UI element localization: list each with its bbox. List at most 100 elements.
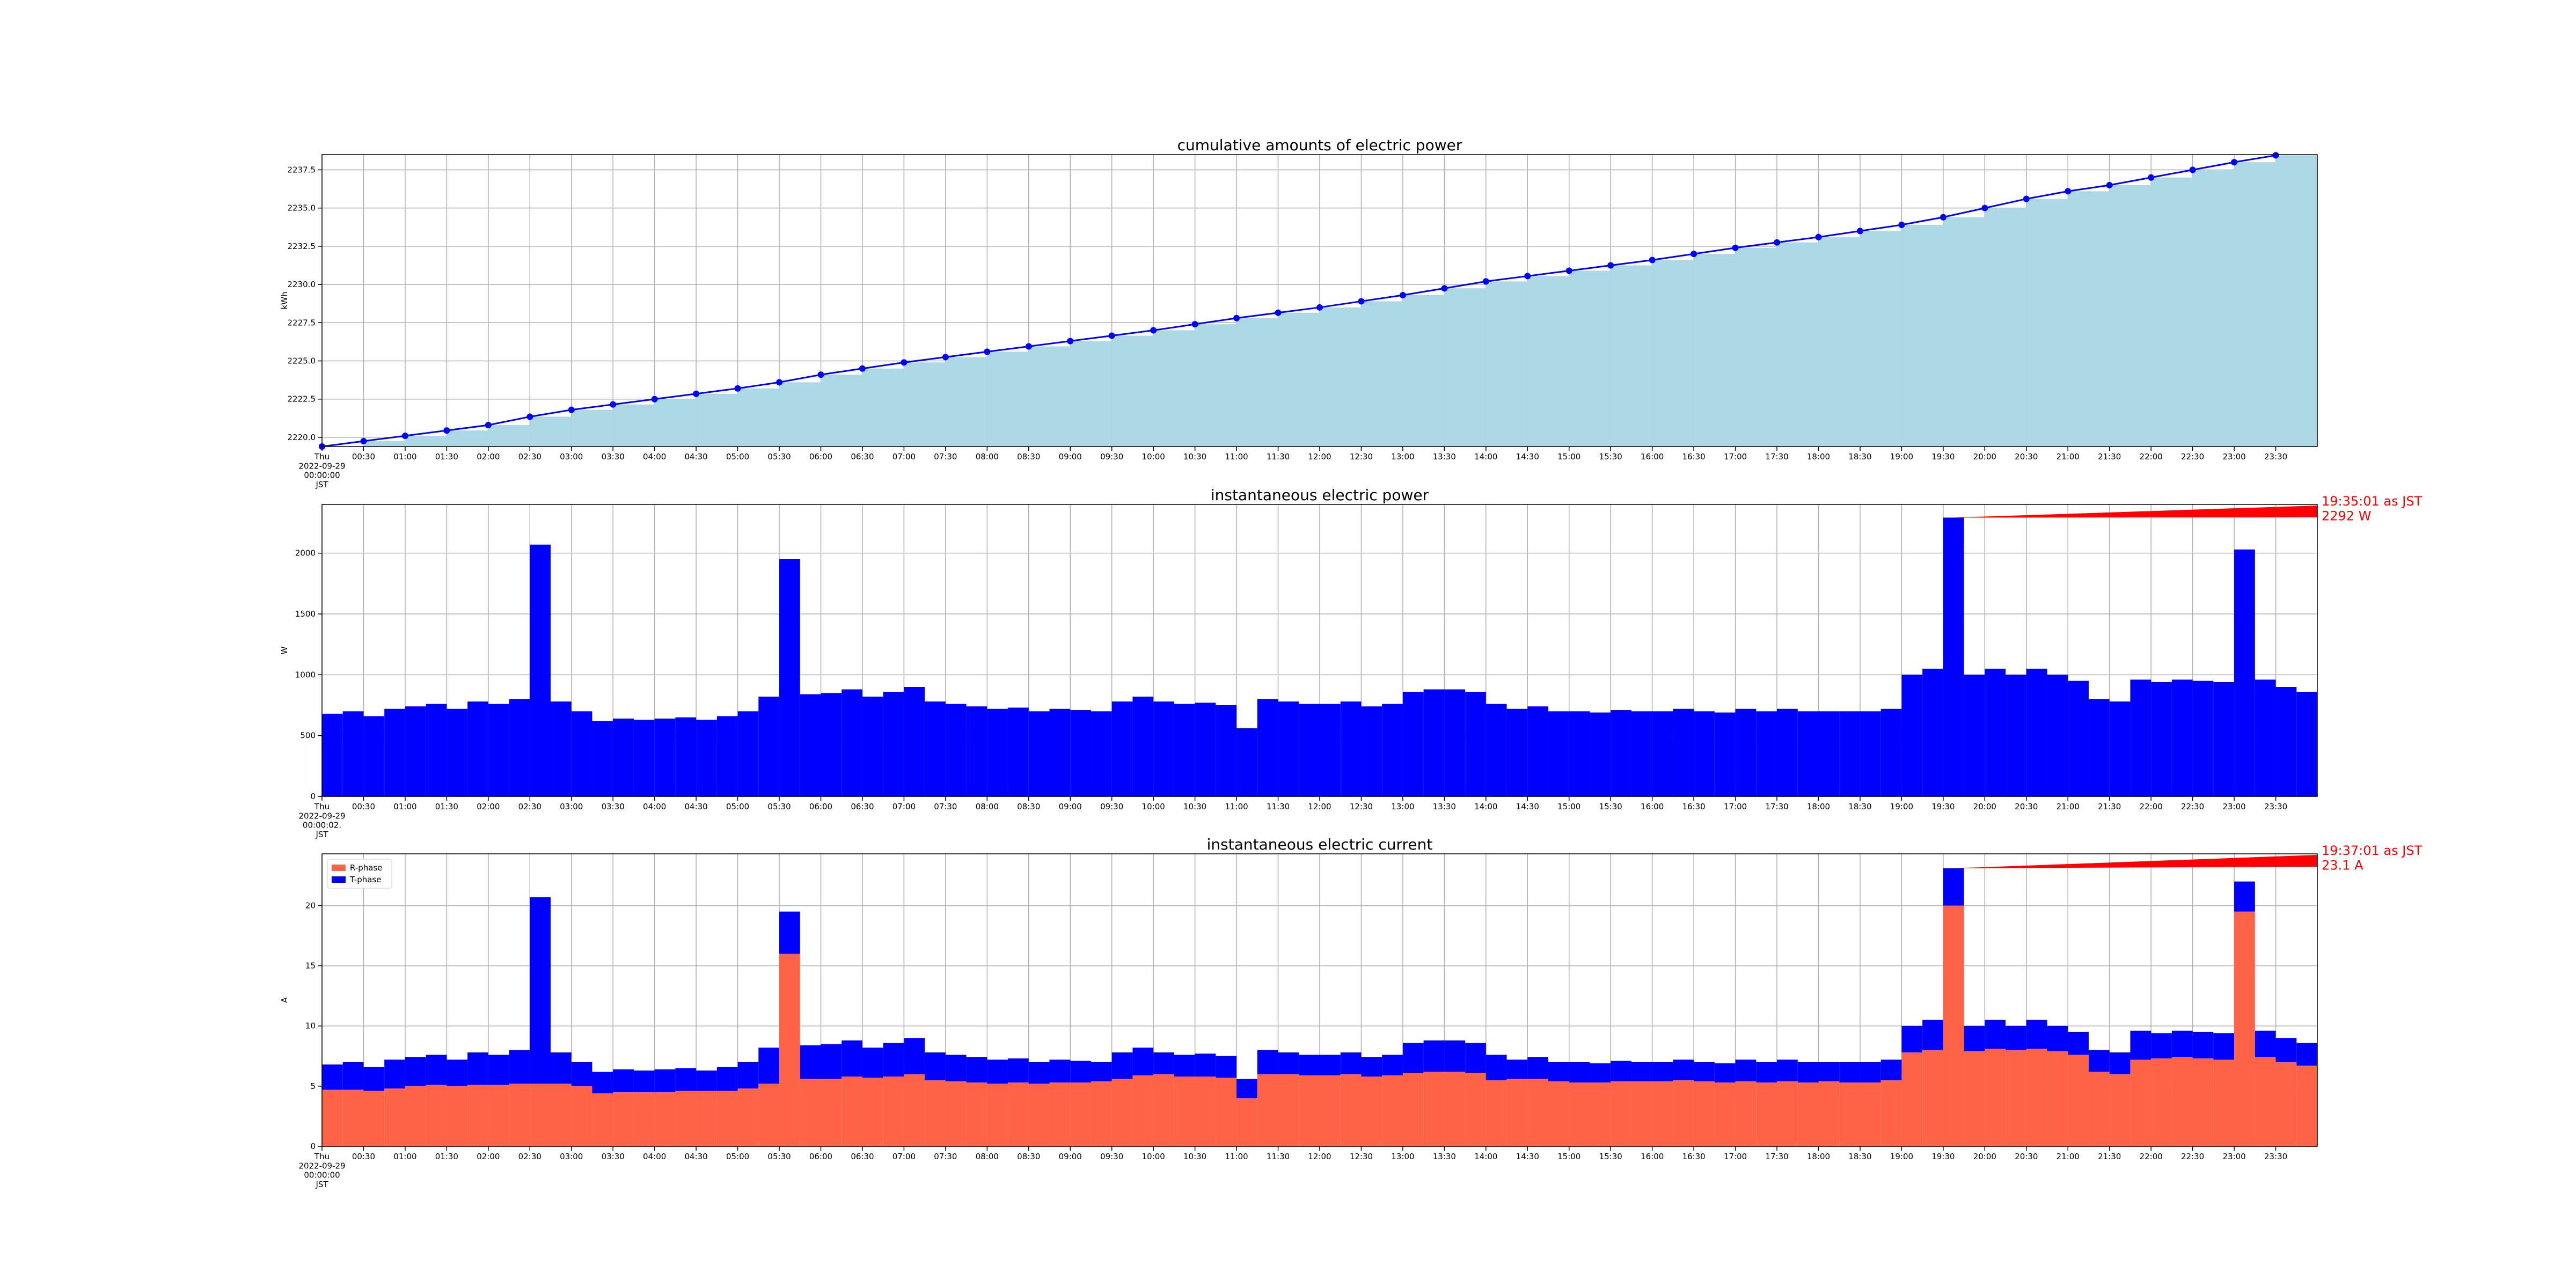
- marker: [734, 385, 741, 392]
- x-tick-label: 05:30: [767, 1152, 791, 1161]
- bar: [447, 708, 468, 796]
- bar-segment: [1777, 1059, 1798, 1081]
- bar: [1548, 711, 1569, 796]
- bar: [1818, 711, 1840, 796]
- x-tick-label: 04:30: [685, 452, 708, 462]
- y-tick-label: 20: [305, 901, 316, 910]
- area-step: [1901, 225, 1943, 447]
- bar-segment: [322, 1064, 343, 1090]
- bar-segment: [551, 1052, 572, 1084]
- bar-segment: [571, 1062, 592, 1086]
- legend: R-phase T-phase: [327, 859, 392, 889]
- subplot: 0 5 10 15 20 Thu 2022-09-29 00:00:00 JST 00:30 01:…: [280, 836, 2423, 1189]
- marker: [2231, 159, 2238, 166]
- bar-segment: [633, 1070, 655, 1093]
- bar: [1880, 708, 1902, 796]
- bar: [1631, 711, 1652, 796]
- x-tick-label: 01:30: [435, 452, 458, 462]
- bar-segment: [322, 1089, 343, 1146]
- marker: [1815, 233, 1822, 240]
- area-step: [1694, 254, 1736, 447]
- bar-segment: [1236, 1079, 1257, 1099]
- bar-segment: [1985, 1020, 2006, 1049]
- bar-segment: [1673, 1080, 1694, 1146]
- bar: [987, 708, 1008, 796]
- bar: [945, 704, 967, 796]
- bar-segment: [384, 1088, 405, 1146]
- marker: [1732, 244, 1739, 251]
- bar-segment: [1216, 1078, 1237, 1146]
- x-tick-label: 21:00: [2057, 802, 2080, 811]
- area-step: [987, 352, 1029, 447]
- y-tick-label: 2232.5: [288, 241, 316, 251]
- x-tick-label: 03:30: [602, 1152, 625, 1161]
- x-tick-label: 23:00: [2222, 802, 2245, 811]
- marks: [319, 152, 2317, 450]
- bar-segment: [467, 1085, 488, 1146]
- x-tick-label: 13:30: [1433, 802, 1456, 811]
- y-tick-label: 2230.0: [288, 280, 316, 289]
- bar: [1922, 669, 1943, 796]
- area-step: [1735, 247, 1777, 447]
- marker: [651, 396, 658, 402]
- area-step: [1236, 318, 1278, 447]
- bar: [2130, 679, 2151, 796]
- marker: [1482, 278, 1489, 285]
- area-step: [530, 416, 572, 447]
- bar-segment: [987, 1059, 1008, 1084]
- bar-segment: [1694, 1062, 1715, 1081]
- marks: [322, 868, 2317, 1146]
- marker: [2106, 181, 2113, 188]
- y-tick-label: 10: [305, 1021, 316, 1031]
- x-tick-label: 01:00: [393, 452, 416, 462]
- x-tick-label: 05:00: [726, 452, 749, 462]
- bar-segment: [1880, 1080, 1902, 1146]
- bar-segment: [1590, 1082, 1611, 1146]
- bar-segment: [779, 954, 800, 1146]
- marker: [1067, 338, 1074, 345]
- bar-segment: [1299, 1055, 1320, 1075]
- bar: [1132, 697, 1154, 796]
- bar: [426, 704, 447, 796]
- area-step: [2192, 170, 2235, 447]
- x-tick-label: 20:00: [1973, 802, 1996, 811]
- x-tick-label: 18:30: [1848, 452, 1871, 462]
- x-tick-label: 00:30: [352, 802, 375, 811]
- bar: [1153, 701, 1174, 796]
- x-tick-label: 12:00: [1308, 1152, 1331, 1161]
- bar-segment: [1174, 1055, 1195, 1077]
- x-tick-label: 02:00: [477, 1152, 500, 1161]
- bar-segment: [426, 1055, 447, 1085]
- x-tick-label: 22:30: [2181, 802, 2204, 811]
- bar-segment: [405, 1057, 426, 1086]
- subplot: 0 500 1000 1500 2000 Thu 2022-09-29 00:00:02. JS…: [280, 486, 2423, 839]
- bar-segment: [841, 1076, 862, 1146]
- bar-segment: [2088, 1050, 2110, 1072]
- bar: [2171, 679, 2193, 796]
- y-tick-label: 15: [305, 961, 316, 971]
- bar-segment: [2296, 1043, 2317, 1066]
- area-step: [1818, 237, 1860, 447]
- marker: [2189, 166, 2196, 173]
- x-tick-label: 09:30: [1100, 452, 1123, 462]
- y-tick-label: 2235.0: [288, 203, 316, 213]
- bar-segment: [1278, 1074, 1299, 1146]
- bar: [1611, 710, 1631, 796]
- bar: [925, 701, 946, 796]
- x-tick-label: 18:30: [1848, 802, 1871, 811]
- annotation-arrow: [1953, 855, 2317, 868]
- bar-segment: [883, 1076, 904, 1146]
- marker: [2272, 152, 2279, 159]
- bar-segment: [1964, 1026, 1985, 1051]
- bar-segment: [1506, 1059, 1528, 1079]
- x-tick-label: 03:30: [602, 802, 625, 811]
- x-tick-label: 21:00: [2057, 452, 2080, 462]
- bar: [737, 711, 759, 796]
- marker: [1856, 228, 1863, 235]
- chart-title: cumulative amounts of electric power: [1177, 136, 1462, 154]
- x-tick-label: 23:00: [2222, 1152, 2245, 1161]
- line: [321, 154, 2276, 448]
- bar: [1111, 701, 1133, 796]
- x-tick-label: 16:00: [1641, 452, 1664, 462]
- bar-segment: [1174, 1076, 1195, 1146]
